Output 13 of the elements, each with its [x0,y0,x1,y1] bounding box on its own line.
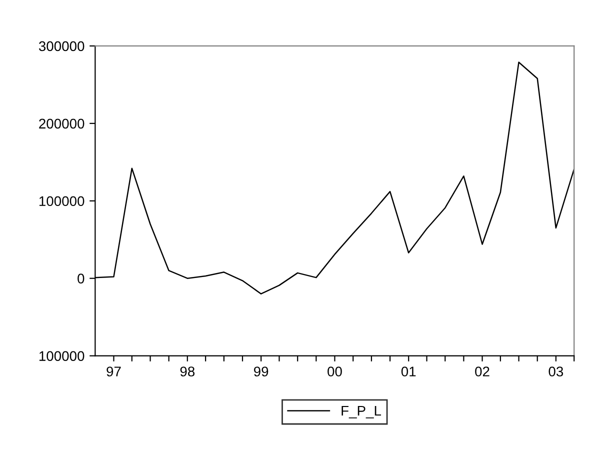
y-tick-label: 100000 [39,351,84,361]
legend-label: F_P_L [342,406,382,418]
y-tick-label: 200000 [39,118,84,129]
x-tick-label: 99 [254,366,268,376]
y-tick-label: 300000 [38,41,84,52]
y-tick-label: 100000 [39,196,84,206]
x-tick-label: 97 [106,366,121,376]
x-tick-label: 03 [548,366,564,376]
x-tick-label: 00 [328,366,342,376]
x-tick-label: 98 [180,366,195,376]
x-tick-label: 02 [475,366,490,376]
x-tick-label: 01 [401,366,416,376]
y-tick-label: 0 [78,274,84,284]
